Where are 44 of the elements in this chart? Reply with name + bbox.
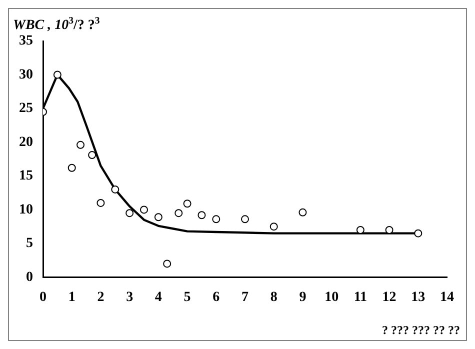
y-tick-label: 30 — [19, 67, 33, 82]
point — [270, 222, 278, 231]
point — [111, 185, 120, 194]
point — [356, 226, 364, 234]
y-tick-label: 35 — [19, 34, 33, 49]
point — [140, 206, 148, 214]
point — [96, 198, 105, 207]
x-tick-label: 2 — [97, 290, 104, 306]
y-tick-label: 0 — [26, 270, 33, 285]
x-tick-label: 5 — [184, 290, 191, 306]
y-tick-label: 15 — [19, 168, 33, 184]
x-tick-label: 6 — [212, 290, 220, 306]
x-tick-label: 9 — [299, 290, 306, 306]
x-tick-label: 1 — [68, 290, 76, 306]
x-tick-label: 14 — [440, 290, 454, 306]
x-tick-label: 4 — [154, 290, 162, 306]
point — [414, 229, 422, 238]
point — [53, 70, 62, 79]
x-tick-label: 13 — [411, 290, 426, 306]
point — [88, 151, 96, 160]
point — [154, 213, 162, 222]
x-tick-label: 0 — [40, 290, 46, 306]
x-tick-label: 8 — [270, 290, 278, 306]
point — [198, 211, 206, 220]
point — [76, 140, 85, 149]
point — [68, 164, 76, 172]
point — [298, 208, 307, 216]
point — [385, 226, 394, 234]
point — [183, 200, 192, 208]
point — [212, 215, 220, 224]
x-tick-label: 12 — [382, 290, 396, 306]
point — [241, 215, 249, 224]
x-tick-label: 11 — [354, 290, 368, 306]
y-tick-label: 5 — [26, 236, 33, 252]
point — [163, 260, 172, 268]
y-tick-label: 25 — [19, 101, 33, 116]
x-axis-title: ? ??? ??? ?? ?? — [382, 323, 460, 337]
x-tick-label: 7 — [242, 290, 248, 306]
y-tick-label: 20 — [19, 134, 33, 150]
point — [174, 209, 183, 218]
point — [126, 209, 134, 218]
y-tick-label: 10 — [19, 202, 33, 218]
x-tick-label: 3 — [126, 290, 134, 306]
x-tick-label: 10 — [324, 290, 339, 306]
